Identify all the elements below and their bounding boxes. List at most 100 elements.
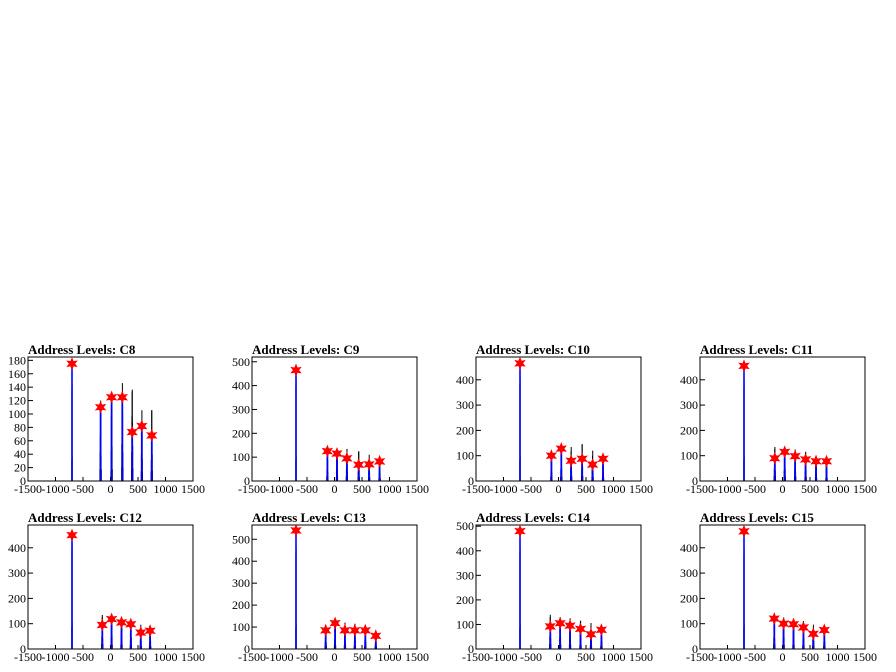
peak-marker bbox=[810, 454, 822, 468]
y-tick-label: 0 bbox=[244, 474, 250, 488]
peak-marker bbox=[595, 623, 608, 637]
peak-marker bbox=[359, 623, 372, 637]
y-tick-label: 0 bbox=[244, 642, 250, 656]
x-tick-label: 1500 bbox=[181, 650, 205, 664]
y-tick-label: 300 bbox=[8, 566, 26, 580]
peak-marker bbox=[96, 618, 108, 632]
peak-marker bbox=[115, 615, 128, 629]
x-tick-label: -500 bbox=[296, 650, 318, 664]
x-tick-label: -1000 bbox=[266, 482, 294, 496]
peak-marker bbox=[818, 623, 831, 637]
peak-marker bbox=[769, 451, 781, 465]
chart-title: Address Levels: C13 bbox=[252, 510, 366, 525]
peak-marker bbox=[576, 452, 588, 466]
peak-marker bbox=[136, 419, 148, 433]
x-tick-label: 1000 bbox=[154, 650, 178, 664]
y-tick-label: 60 bbox=[14, 434, 26, 448]
peak-marker bbox=[778, 445, 791, 459]
peak-marker bbox=[777, 617, 790, 631]
peak-marker bbox=[597, 452, 609, 466]
peak-marker bbox=[514, 356, 526, 370]
x-tick-label: -1000 bbox=[42, 650, 70, 664]
plot-frame bbox=[475, 524, 642, 650]
y-tick-label: 400 bbox=[456, 373, 474, 387]
y-tick-label: 200 bbox=[456, 423, 474, 437]
y-tick-label: 0 bbox=[468, 474, 474, 488]
x-tick-label: 1000 bbox=[602, 482, 626, 496]
x-tick-label: 500 bbox=[129, 650, 147, 664]
chart-title: Address Levels: C10 bbox=[476, 342, 590, 357]
y-tick-label: 200 bbox=[232, 598, 250, 612]
y-tick-label: 40 bbox=[14, 447, 26, 461]
peak-marker bbox=[339, 623, 351, 637]
y-tick-label: 400 bbox=[456, 544, 474, 558]
y-tick-label: 180 bbox=[8, 353, 26, 367]
peak-marker bbox=[545, 449, 558, 463]
x-tick-label: -1500 bbox=[238, 482, 266, 496]
chart-title: Address Levels: C14 bbox=[476, 510, 590, 525]
y-tick-label: 100 bbox=[456, 449, 474, 463]
peak-marker bbox=[544, 619, 556, 633]
y-tick-label: 0 bbox=[692, 642, 698, 656]
x-tick-label: 1500 bbox=[405, 650, 429, 664]
histogram-panel: Address Levels: C10 0 100 200 300 400 -1500 -10… bbox=[456, 342, 653, 496]
y-tick-label: 120 bbox=[8, 394, 26, 408]
x-tick-label: 1000 bbox=[378, 482, 402, 496]
x-tick-label: -1500 bbox=[462, 482, 490, 496]
x-tick-label: 1500 bbox=[181, 482, 205, 496]
peak-marker bbox=[574, 622, 587, 636]
y-tick-label: 400 bbox=[680, 373, 698, 387]
histogram-panel: Address Levels: C15 0 100 200 300 400 -1500 -10… bbox=[680, 510, 877, 664]
peak-marker bbox=[94, 400, 107, 414]
y-tick-label: 500 bbox=[456, 519, 474, 533]
y-tick-label: 500 bbox=[232, 532, 250, 546]
x-tick-label: 1000 bbox=[826, 482, 850, 496]
peak-marker bbox=[331, 447, 343, 461]
x-tick-label: -1500 bbox=[14, 650, 42, 664]
x-tick-label: -1500 bbox=[14, 482, 42, 496]
x-tick-label: 1500 bbox=[405, 482, 429, 496]
x-tick-label: -500 bbox=[72, 650, 94, 664]
peak-marker bbox=[789, 449, 801, 463]
peak-marker bbox=[373, 454, 386, 468]
y-tick-label: 160 bbox=[8, 367, 26, 381]
peak-marker bbox=[349, 623, 361, 637]
peak-marker bbox=[586, 458, 599, 472]
peak-marker bbox=[125, 617, 137, 631]
peak-marker bbox=[363, 457, 375, 471]
x-tick-label: 500 bbox=[353, 650, 371, 664]
chart-title: Address Levels: C8 bbox=[28, 342, 136, 357]
y-tick-label: 300 bbox=[680, 398, 698, 412]
y-tick-label: 0 bbox=[20, 474, 26, 488]
x-tick-label: -1000 bbox=[490, 482, 518, 496]
peak-marker bbox=[807, 627, 820, 641]
x-tick-label: 1500 bbox=[629, 650, 653, 664]
peak-marker bbox=[135, 626, 147, 640]
x-tick-label: 0 bbox=[780, 482, 786, 496]
peak-marker bbox=[321, 444, 334, 458]
y-tick-label: 500 bbox=[232, 355, 250, 369]
peak-marker bbox=[116, 390, 129, 404]
y-tick-label: 400 bbox=[8, 541, 26, 555]
histogram-panel: Address Levels: C14 0 100 200 300 400 500 -1500… bbox=[456, 510, 653, 664]
x-tick-label: 500 bbox=[353, 482, 371, 496]
y-tick-label: 0 bbox=[692, 474, 698, 488]
x-tick-label: 500 bbox=[577, 482, 595, 496]
x-tick-label: 1000 bbox=[602, 650, 626, 664]
peak-marker bbox=[146, 428, 158, 442]
y-tick-label: 300 bbox=[232, 402, 250, 416]
y-tick-label: 200 bbox=[8, 591, 26, 605]
x-tick-label: 500 bbox=[129, 482, 147, 496]
peak-marker bbox=[768, 611, 780, 626]
chart-title: Address Levels: C11 bbox=[700, 342, 813, 357]
x-tick-label: -500 bbox=[296, 482, 318, 496]
x-tick-label: 1500 bbox=[853, 482, 877, 496]
histogram-panel: Address Levels: C11 0 100 200 300 400 -1500 -10… bbox=[680, 342, 877, 496]
peak-marker bbox=[738, 359, 750, 373]
y-tick-label: 100 bbox=[232, 620, 250, 634]
x-tick-label: -1000 bbox=[714, 482, 742, 496]
x-tick-label: -1500 bbox=[686, 650, 714, 664]
x-tick-label: -500 bbox=[744, 650, 766, 664]
y-tick-label: 100 bbox=[8, 407, 26, 421]
plot-frame bbox=[27, 524, 194, 650]
